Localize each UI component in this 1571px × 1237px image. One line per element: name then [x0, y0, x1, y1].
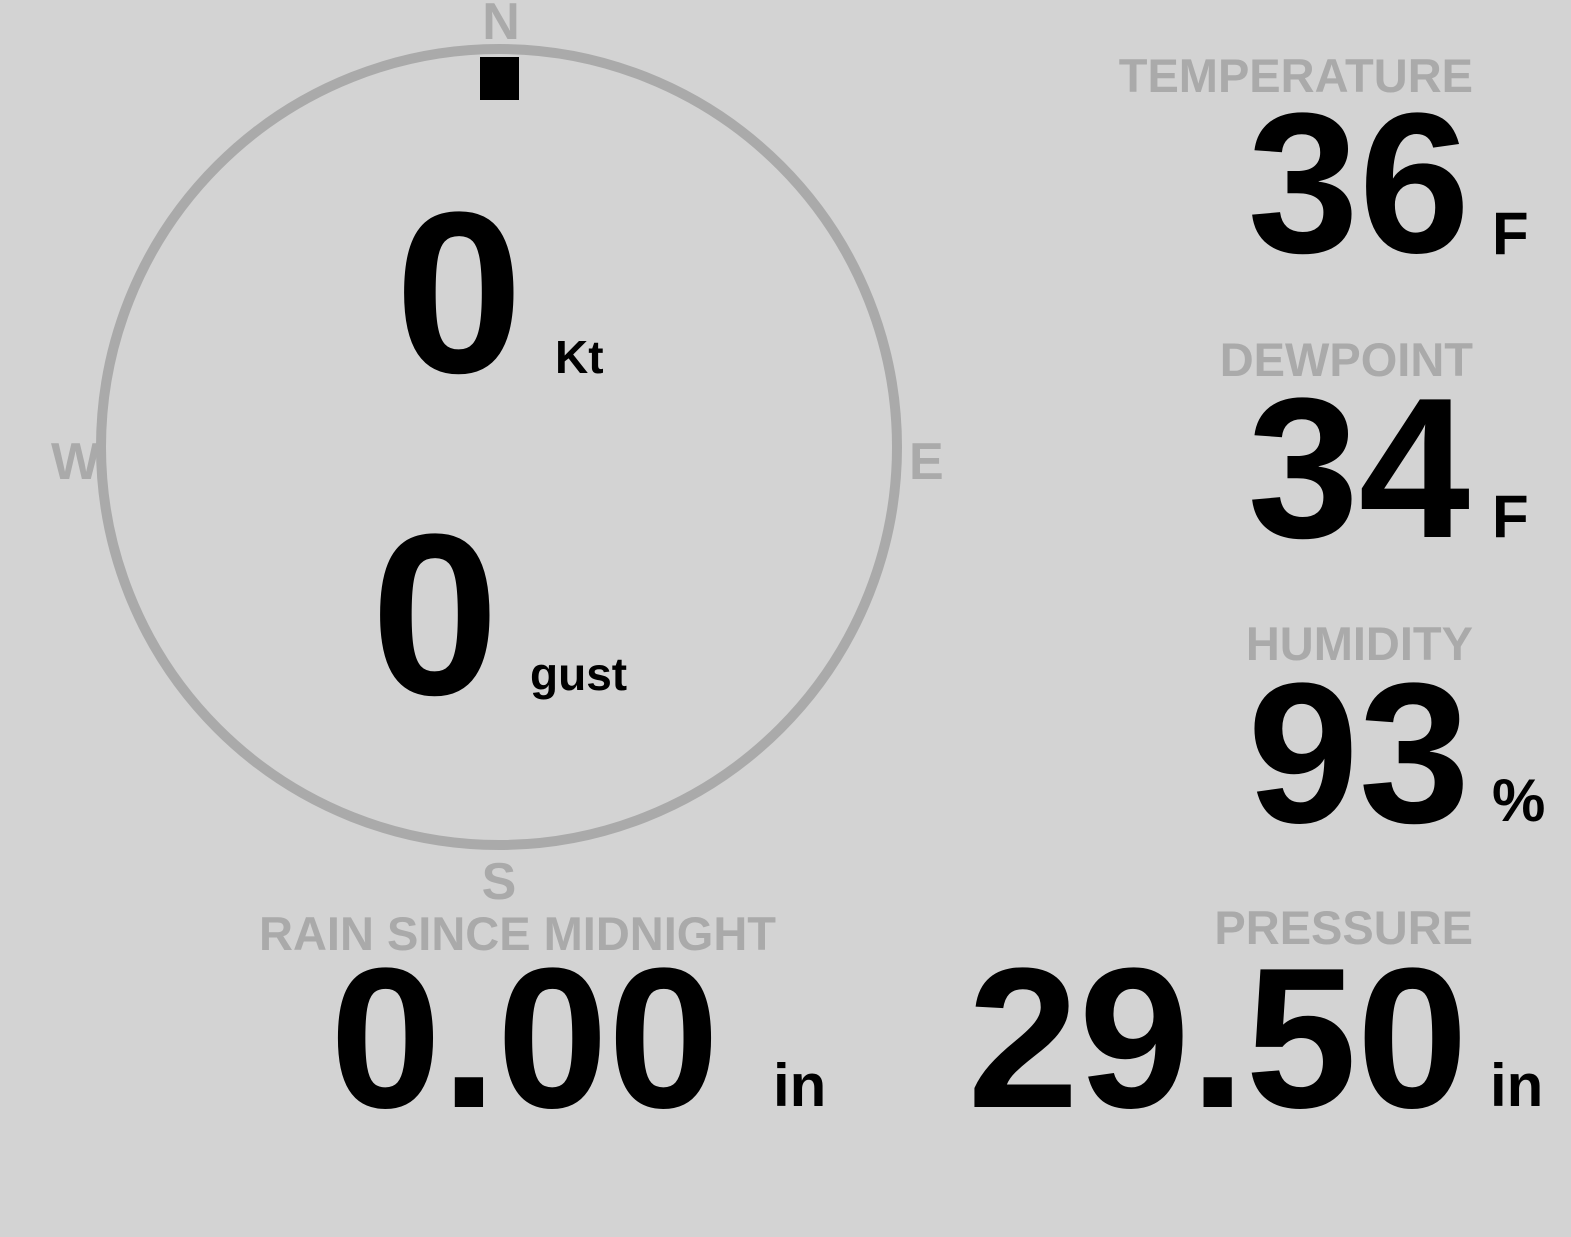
- compass-north: N: [482, 0, 520, 51]
- wind-gust-unit: gust: [530, 648, 628, 700]
- rain-value: 0.00: [330, 927, 720, 1150]
- dewpoint-value: 34: [1247, 357, 1470, 580]
- temperature-unit: F: [1492, 200, 1529, 267]
- humidity-value: 93: [1247, 642, 1470, 865]
- rain-label: RAIN SINCE MIDNIGHT: [259, 907, 776, 960]
- dewpoint-label: DEWPOINT: [1219, 333, 1473, 386]
- dewpoint-unit: F: [1492, 483, 1529, 550]
- temperature-value: 36: [1247, 72, 1470, 295]
- wind-gust-value: 0: [371, 486, 499, 743]
- wind-direction-marker: [480, 57, 519, 100]
- pressure-value: 29.50: [967, 927, 1469, 1150]
- wind-speed-unit: Kt: [555, 331, 604, 383]
- humidity-unit: %: [1492, 767, 1546, 834]
- compass-ring: [96, 44, 902, 850]
- temperature-label: TEMPERATURE: [1118, 49, 1473, 102]
- humidity-label: HUMIDITY: [1245, 617, 1473, 670]
- pressure-label: PRESSURE: [1214, 901, 1473, 954]
- rain-unit: in: [773, 1052, 827, 1119]
- wind-speed-value: 0: [395, 164, 523, 421]
- compass-south: S: [481, 853, 517, 911]
- compass-west: W: [51, 433, 101, 491]
- compass-east: E: [909, 433, 944, 491]
- pressure-unit: in: [1490, 1052, 1544, 1119]
